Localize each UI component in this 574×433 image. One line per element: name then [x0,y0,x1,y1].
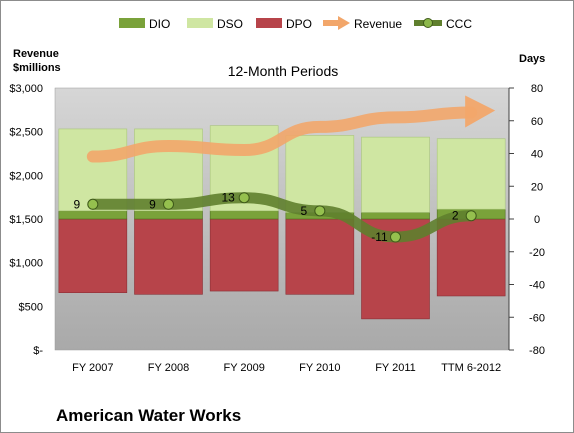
right-tick-label: -40 [529,280,545,292]
left-tick-label: $1,500 [9,214,43,226]
legend-swatch-ccc [414,18,442,28]
ccc-data-label: 2 [452,209,459,223]
ccc-marker [87,198,99,210]
ccc-marker [163,198,174,210]
legend-label-dso: DSO [217,17,243,31]
left-axis-title-line1: Revenue [13,48,59,60]
x-axis-ticks: FY 2007 FY 2008 FY 2009 FY 2010 FY 2011 TTM 6… [72,362,501,374]
ccc-layer: 9 9 13 5 -11 2 [73,191,477,244]
left-axis-title-line2: $millions [13,62,61,74]
revenue-arrowhead [465,95,496,128]
bar-dpo [436,218,506,297]
bar-dpo [134,218,203,295]
right-tick-label: 60 [531,116,543,128]
right-axis-title: Days [519,53,545,65]
legend-label-dpo: DPO [286,17,312,31]
ccc-data-label: 13 [221,191,235,205]
ccc-data-label: 5 [300,204,307,218]
x-tick-label: FY 2007 [72,362,113,374]
bar-dio [209,210,279,220]
bar-dpo [285,218,355,295]
left-tick-label: $2,500 [9,127,43,139]
right-axis-ticks: -80 -60 -40 -20 0 20 40 60 80 [508,83,545,357]
chart-subtitle: 12-Month Periods [228,63,339,79]
legend-swatch-dpo [256,18,282,28]
ccc-marker [465,210,477,222]
ccc-data-label: 9 [73,197,80,211]
bar-dpo [209,218,279,292]
x-tick-label: FY 2008 [148,362,189,374]
legend-swatch-dso [187,18,213,28]
bar-dso [58,128,128,212]
left-tick-label: $2,000 [9,170,43,182]
right-tick-label: 20 [531,181,543,193]
right-tick-label: 0 [534,214,540,226]
left-tick-label: $3,000 [9,83,43,95]
legend: DIO DSO DPO Revenue CCC [119,16,472,31]
bar-dso [285,135,355,213]
right-tick-label: -60 [529,312,545,324]
x-tick-label: FY 2011 [375,362,416,374]
legend-label-ccc: CCC [446,17,472,31]
legend-label-dio: DIO [149,17,170,31]
revenue-line [86,106,478,163]
left-tick-label: $1,000 [9,258,43,270]
ccc-marker [390,231,401,243]
right-tick-label: 80 [531,83,543,95]
ccc-marker [238,192,250,204]
legend-swatch-dio [119,18,145,28]
right-tick-label: 40 [531,149,543,161]
x-tick-label: FY 2009 [223,362,264,374]
x-tick-label: FY 2010 [299,362,340,374]
bar-dpo [58,218,128,293]
right-tick-label: -20 [529,247,545,259]
ccc-data-label: -11 [371,230,388,244]
chart-title: American Water Works [56,406,241,425]
ccc-marker [314,205,326,217]
left-tick-label: $500 [19,301,43,313]
legend-swatch-revenue [323,16,350,30]
legend-label-revenue: Revenue [354,17,402,31]
bar-dio [361,212,430,220]
bar-dio [134,210,203,220]
bar-dio [58,210,128,220]
right-tick-label: -80 [529,345,545,357]
x-tick-label: TTM 6-2012 [441,362,501,374]
bar-dso [436,138,506,210]
ccc-data-label: 9 [149,197,156,211]
left-tick-label: $- [33,345,43,357]
bar-dso [361,136,430,213]
left-axis-ticks: $- $500 $1,000 $1,500 $2,000 $2,500 $3,000 [9,83,43,357]
revenue-layer [86,95,496,163]
